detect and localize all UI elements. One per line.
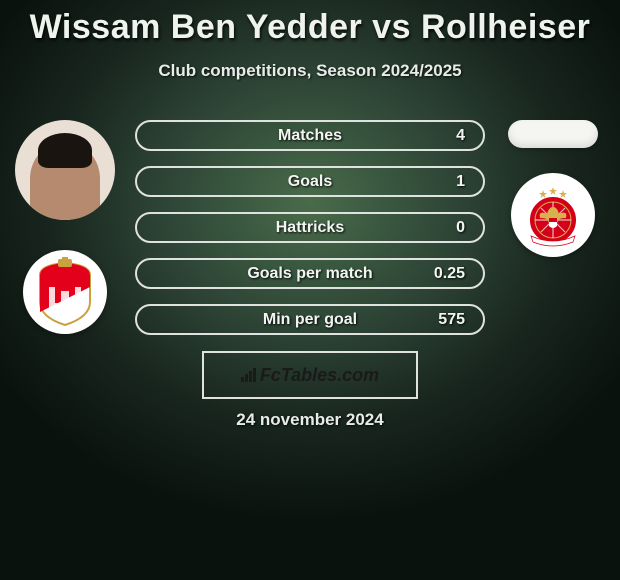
stat-right-value: 1 bbox=[456, 173, 465, 191]
stat-label: Goals bbox=[288, 173, 332, 191]
stat-row-matches: Matches 4 bbox=[135, 120, 485, 151]
right-club-badge bbox=[511, 173, 595, 257]
monaco-crest-icon bbox=[35, 257, 95, 327]
left-club-badge bbox=[23, 250, 107, 334]
right-player-photo bbox=[508, 120, 598, 148]
stat-label: Min per goal bbox=[263, 311, 357, 329]
stat-row-hattricks: Hattricks 0 bbox=[135, 212, 485, 243]
left-column bbox=[10, 120, 120, 334]
stat-right-value: 575 bbox=[438, 311, 465, 329]
right-column bbox=[498, 120, 608, 257]
stat-row-min-per-goal: Min per goal 575 bbox=[135, 304, 485, 335]
left-player-photo bbox=[15, 120, 115, 220]
stats-panel: Matches 4 Goals 1 Hattricks 0 Goals per … bbox=[135, 120, 485, 335]
content: Wissam Ben Yedder vs Rollheiser Club com… bbox=[0, 0, 620, 580]
subtitle: Club competitions, Season 2024/2025 bbox=[0, 61, 620, 81]
fctables-label: FcTables.com bbox=[260, 365, 379, 386]
fctables-watermark[interactable]: FcTables.com bbox=[202, 351, 418, 399]
stat-label: Hattricks bbox=[276, 219, 344, 237]
stat-right-value: 4 bbox=[456, 127, 465, 145]
player-face-placeholder bbox=[30, 145, 100, 220]
stat-right-value: 0.25 bbox=[434, 265, 465, 283]
stat-row-goals: Goals 1 bbox=[135, 166, 485, 197]
page-title: Wissam Ben Yedder vs Rollheiser bbox=[0, 8, 620, 47]
date-label: 24 november 2024 bbox=[0, 410, 620, 430]
stat-row-goals-per-match: Goals per match 0.25 bbox=[135, 258, 485, 289]
stat-right-value: 0 bbox=[456, 219, 465, 237]
benfica-crest-icon bbox=[518, 180, 588, 250]
stat-label: Goals per match bbox=[247, 265, 372, 283]
bar-chart-icon bbox=[241, 368, 256, 382]
stat-label: Matches bbox=[278, 127, 342, 145]
